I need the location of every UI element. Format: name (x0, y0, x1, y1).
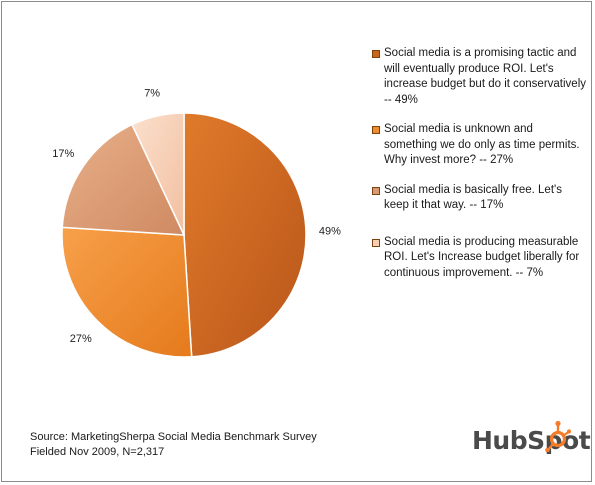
slice-data-label: 49% (319, 225, 341, 237)
slice-data-label: 27% (70, 333, 92, 345)
legend-label: Social media is producing measurable ROI… (384, 235, 580, 279)
legend-item: Social media is basically free. Let's ke… (372, 183, 587, 214)
legend-item: Social media is a promising tactic and w… (372, 46, 587, 108)
legend-swatch (372, 186, 380, 195)
legend-label: Social media is a promising tactic and w… (384, 47, 587, 106)
legend-label: Social media is basically free. Let's ke… (384, 183, 562, 212)
legend-label: Social media is unknown and something we… (384, 123, 580, 166)
source-line: Source: MarketingSherpa Social Media Ben… (30, 431, 317, 443)
pie-slice (61, 123, 186, 236)
legend: Social media is a promising tactic and w… (372, 46, 587, 281)
legend-item: Social media is producing measurable ROI… (372, 235, 587, 282)
source-note: Source: MarketingSherpa Social Media Ben… (30, 430, 317, 460)
slice-data-label: 7% (144, 88, 160, 100)
legend-item: Social media is unknown and something we… (372, 122, 587, 169)
legend-swatch (372, 126, 380, 134)
sprocket-icon (545, 420, 572, 452)
legend-swatch (372, 50, 380, 58)
pie-slice (61, 226, 193, 358)
legend-swatch (372, 238, 380, 247)
source-line: Fielded Nov 2009, N=2,317 (30, 446, 165, 458)
pie-slice (183, 112, 307, 358)
brand-wordmark: HubSpot (472, 426, 591, 455)
slice-data-label: 17% (52, 148, 74, 160)
pie-slice (131, 112, 185, 236)
